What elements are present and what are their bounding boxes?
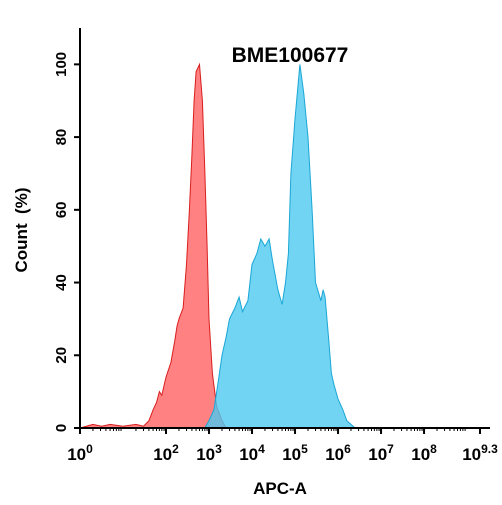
y-axis-title: Count (%) [12,188,31,273]
x-tick-label: 109.3 [462,442,498,464]
y-tick-label: 40 [53,274,70,291]
x-tick-label: 103 [196,442,222,464]
x-axis-title: APC-A [253,479,307,498]
series-area-2 [204,64,357,429]
y-tick-label: 60 [53,201,70,218]
y-tick-label: 0 [53,424,70,432]
series-area-1 [79,62,227,429]
series-layer [79,62,357,429]
x-tick-label: 107 [368,442,394,464]
y-ticks: 0 20 40 60 80 100 [53,52,80,432]
x-tick-label: 102 [153,442,179,464]
x-tick-label: 106 [325,442,351,464]
y-tick-label: 20 [53,347,70,364]
y-tick-label: 80 [53,129,70,146]
x-tick-label: 100 [67,442,93,464]
x-tick-label: 105 [282,442,308,464]
chart-title: BME100677 [232,44,349,67]
x-ticks: 100 102 103 104 105 106 107 108 109.3 [67,428,498,464]
x-tick-label: 108 [411,442,437,464]
y-tick-label: 100 [53,52,70,77]
x-tick-label: 104 [239,442,265,464]
